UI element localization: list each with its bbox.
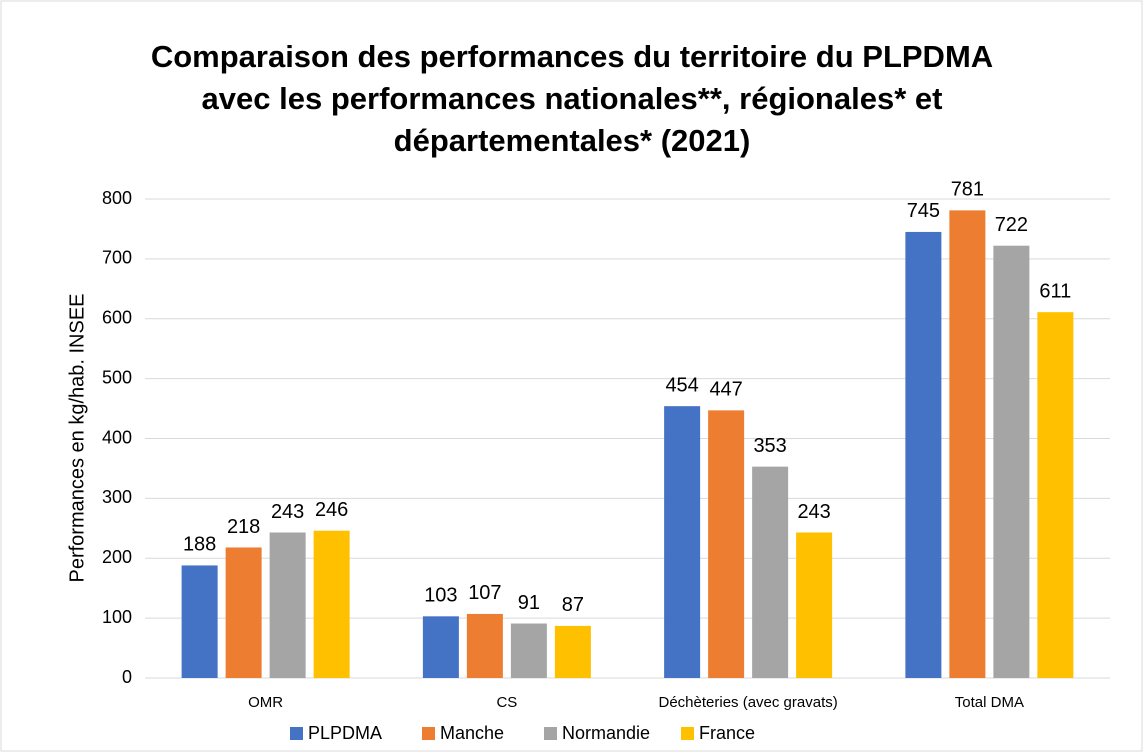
y-tick-label: 500 <box>102 367 132 387</box>
data-label: 243 <box>797 501 830 523</box>
data-label: 107 <box>468 582 501 604</box>
bar <box>181 565 218 678</box>
legend-label: Normandie <box>562 723 650 743</box>
bar <box>708 410 745 678</box>
y-tick-label: 600 <box>102 308 132 328</box>
legend-label: France <box>699 723 755 743</box>
y-tick-label: 200 <box>102 547 132 567</box>
bar <box>905 231 942 678</box>
data-label: 87 <box>562 594 584 616</box>
bar <box>664 406 701 678</box>
data-label: 611 <box>1039 280 1071 302</box>
y-tick-label: 0 <box>122 667 132 687</box>
data-label: 218 <box>227 516 260 538</box>
bar <box>422 616 459 678</box>
legend-swatch <box>681 727 694 740</box>
y-tick-label: 100 <box>102 607 132 627</box>
y-tick-label: 400 <box>102 427 132 447</box>
data-label: 91 <box>518 592 540 614</box>
bar <box>269 532 306 678</box>
data-label: 103 <box>424 585 457 607</box>
data-label: 781 <box>951 179 984 201</box>
data-label: 353 <box>753 435 786 457</box>
y-axis-label: Performances en kg/hab. INSEE <box>66 293 88 582</box>
bar <box>949 210 986 678</box>
x-tick-label: Total DMA <box>955 694 1024 711</box>
data-label: 447 <box>709 379 742 401</box>
legend-swatch <box>290 727 303 740</box>
legend-label: PLPDMA <box>308 723 382 743</box>
bar <box>225 547 262 678</box>
bar <box>752 466 789 678</box>
bar <box>554 625 591 678</box>
data-label: 722 <box>995 214 1028 236</box>
x-tick-label: CS <box>496 694 517 711</box>
data-label: 243 <box>271 501 304 523</box>
bar <box>313 530 350 678</box>
legend-swatch <box>544 727 557 740</box>
legend-label: Manche <box>440 723 504 743</box>
bar <box>466 613 503 678</box>
data-label: 454 <box>665 374 698 396</box>
x-tick-label: OMR <box>248 694 283 711</box>
bar <box>796 532 833 678</box>
data-label: 246 <box>315 499 348 521</box>
y-tick-label: 300 <box>102 487 132 507</box>
y-tick-label: 700 <box>102 248 132 268</box>
bar <box>1037 312 1074 678</box>
data-label: 188 <box>183 534 216 556</box>
y-tick-label: 800 <box>102 188 132 208</box>
bar <box>993 245 1030 678</box>
chart-title: Comparaison des performances du territoi… <box>150 39 994 158</box>
x-tick-label: Déchèteries (avec gravats) <box>659 694 838 711</box>
data-label: 745 <box>907 200 940 222</box>
bar <box>510 623 547 678</box>
legend-swatch <box>422 727 435 740</box>
